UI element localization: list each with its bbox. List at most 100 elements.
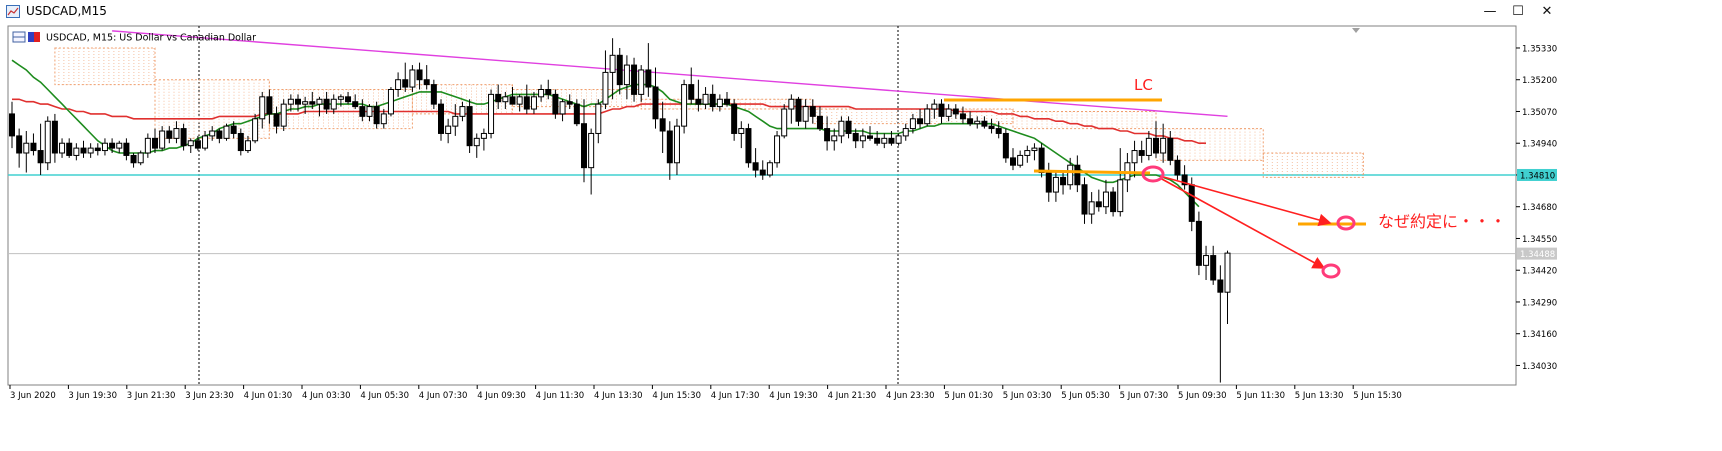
candle-body [573, 103, 580, 125]
time-tick-label: 4 Jun 05:30 [360, 391, 409, 401]
time-tick-label: 5 Jun 11:30 [1236, 391, 1285, 401]
candle-body [1060, 176, 1067, 186]
time-tick-label: 5 Jun 13:30 [1295, 391, 1344, 401]
candle-body [1167, 137, 1174, 161]
candle-body [16, 135, 23, 154]
close-button[interactable]: ✕ [1541, 4, 1553, 19]
candle-body [409, 69, 416, 88]
candle-body [874, 137, 881, 144]
note-label: なぜ約定に・・・ [1378, 212, 1506, 231]
time-tick-label: 4 Jun 21:30 [828, 391, 877, 401]
price-tick-label: 1.35070 [1522, 108, 1557, 118]
lc-label: LC [1134, 76, 1153, 94]
candle-body [688, 84, 695, 100]
candle-body [631, 64, 638, 95]
entry-marker-circle[interactable] [1141, 165, 1165, 183]
candle-body [1031, 147, 1038, 152]
candle-body [724, 98, 730, 105]
window-titlebar: USDCAD,M15 — ☐ ✕ [0, 0, 1563, 25]
candle-body [738, 128, 745, 134]
time-tick-label: 5 Jun 01:30 [944, 391, 993, 401]
candle-body [1081, 184, 1088, 215]
candle-body [51, 120, 58, 154]
time-tick-label: 4 Jun 15:30 [652, 391, 701, 401]
candle-body [330, 98, 337, 110]
candle-body [1188, 184, 1195, 222]
candle-body [745, 128, 752, 164]
minimize-button[interactable]: — [1483, 4, 1497, 19]
candle-body [795, 98, 802, 122]
candle-body [516, 96, 523, 105]
candle-body [895, 135, 902, 144]
entry-level-line[interactable] [1033, 169, 1151, 175]
candle-body [180, 128, 187, 147]
candle-body [223, 125, 230, 139]
candle-body [252, 118, 259, 142]
time-tick-label: 3 Jun 19:30 [68, 391, 117, 401]
candle-body [166, 130, 173, 139]
time-tick-label: 3 Jun 2020 [10, 391, 56, 401]
arrow-to-execution[interactable] [1159, 175, 1332, 227]
candle-body [867, 135, 873, 139]
candle-body [37, 150, 44, 164]
candle-body [838, 120, 845, 137]
candle-body [295, 98, 301, 105]
candle-body [287, 98, 294, 105]
candle-body [380, 113, 387, 125]
candle-body [202, 135, 209, 149]
candle-body [438, 103, 444, 134]
candle-body [466, 106, 473, 147]
candle-body [659, 118, 666, 132]
candle-body [352, 101, 359, 108]
candle-body [716, 98, 723, 108]
price-label-highlight-box [1517, 168, 1557, 181]
price-chart[interactable]: 1.35330 1.35200 1.35070 1.34940 1.34810 1.346… [0, 24, 1563, 411]
price-label-highlight: 1.34810 [1520, 171, 1555, 181]
low-marker-circle[interactable] [1321, 263, 1341, 279]
candle-body [259, 96, 266, 120]
candle-body [44, 120, 51, 164]
candle-body [430, 84, 437, 105]
arrow-to-low[interactable] [1159, 177, 1326, 269]
candle-body [1145, 137, 1152, 156]
candle-body [731, 103, 738, 134]
time-tick-label: 5 Jun 03:30 [1003, 391, 1052, 401]
candle-body [959, 113, 966, 120]
moving-average-magenta [112, 30, 1228, 118]
candle-body [159, 130, 166, 149]
candle-body [931, 103, 938, 110]
candle-body [645, 69, 652, 88]
candle-body [337, 96, 344, 100]
candle-body [909, 118, 916, 130]
execution-marker-circle[interactable] [1336, 215, 1356, 231]
candle-body [1131, 150, 1138, 164]
maximize-button[interactable]: ☐ [1512, 4, 1524, 19]
candle-body [602, 71, 609, 105]
window-title: USDCAD,M15 [26, 4, 107, 18]
candle-body [845, 120, 852, 134]
candle-body [673, 125, 680, 164]
candle-body [766, 162, 773, 176]
candle-body [952, 108, 959, 115]
candle-body [695, 98, 702, 105]
candle-body [9, 113, 15, 137]
candle-body [488, 93, 495, 134]
candle-body [902, 128, 909, 137]
candle-body [967, 118, 974, 125]
candle-body [816, 115, 823, 130]
current-price-box [1517, 247, 1557, 260]
candle-body [1153, 137, 1159, 154]
candle-body [917, 118, 924, 125]
candle-body [1095, 201, 1102, 208]
candle-body [452, 115, 459, 127]
candle-body [1024, 150, 1031, 156]
candle-body [831, 135, 838, 142]
moving-average-red [12, 98, 1206, 144]
price-tick-label: 1.34030 [1522, 362, 1557, 372]
candle-body [709, 93, 716, 108]
chart-window[interactable]: 1.35330 1.35200 1.35070 1.34940 1.34810 1.346… [0, 24, 1563, 411]
chart-shift-marker[interactable] [1352, 28, 1360, 33]
candle-body [59, 142, 66, 154]
candle-body [173, 128, 180, 139]
candle-body [402, 79, 409, 88]
